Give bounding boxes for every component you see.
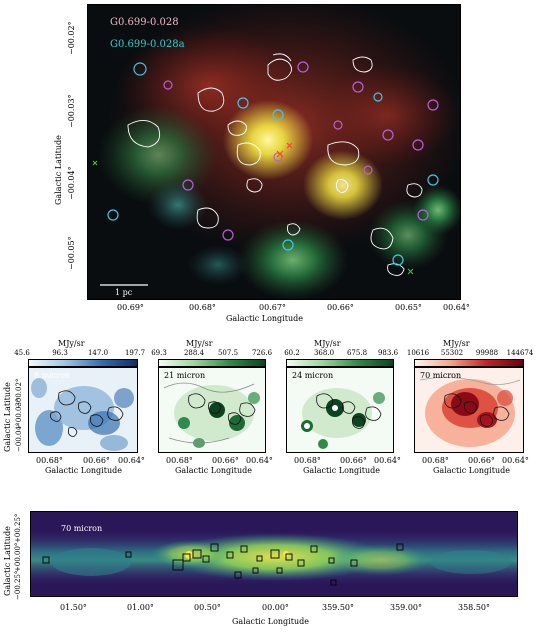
colorbar-70-micron	[414, 359, 524, 367]
scale-bar-label: 1 pc	[115, 288, 133, 297]
top-xtick-4: 00.66°	[327, 303, 354, 312]
panel-21-micron: 21 micron	[158, 367, 266, 453]
top-xtick-6: 00.64°	[443, 303, 470, 312]
colorbar-21-micron	[158, 359, 266, 367]
mid-ylabel: Galactic Latitude	[3, 382, 12, 452]
mid-unit-1: MJy/sr	[58, 339, 85, 348]
cbar-tick: 99988	[475, 349, 499, 357]
top-ytick-1: −00.02°	[67, 21, 76, 55]
bot-xlabel: Galactic Longitude	[232, 617, 309, 626]
mid3-xlabel: Galactic Longitude	[303, 466, 380, 475]
cbar-tick: 55302	[440, 349, 464, 357]
top-xtick-5: 00.65°	[395, 303, 422, 312]
bottom-image-canvas	[31, 530, 517, 586]
bot-xtick-4: 00.00°	[262, 603, 289, 612]
mid2-xlabel: Galactic Longitude	[175, 466, 252, 475]
mid4-xtick-2: 00.66°	[468, 456, 495, 465]
legend-source-1: G0.699-0.028	[110, 17, 179, 28]
panel-21-micron-map	[163, 382, 260, 448]
mid-unit-3: MJy/sr	[314, 339, 341, 348]
panel-24-micron: 24 micron	[286, 367, 394, 453]
cbar-tick: 983.6	[377, 349, 399, 357]
cbar-tick: 675.8	[346, 349, 368, 357]
panel-8-micron: 8 micron	[28, 367, 138, 453]
cbar-tick: 147.0	[87, 349, 109, 357]
mid4-xlabel: Galactic Longitude	[433, 466, 510, 475]
legend-source-2: G0.699-0.028a	[110, 39, 185, 50]
cbar-tick: 726.6	[251, 349, 273, 357]
cbar-tick: 288.4	[183, 349, 205, 357]
panel-70-micron-map	[419, 377, 521, 447]
cbar-tick: 144674	[506, 349, 534, 357]
panel-24-micron-label: 24 micron	[292, 371, 334, 380]
bot-xtick-5: 359.50°	[322, 603, 354, 612]
cbar-tick: 507.5	[217, 349, 239, 357]
top-xlabel: Galactic Longitude	[226, 314, 303, 323]
bot-ytick-2: +00.00°	[14, 542, 22, 572]
top-rgb-image: G0.699-0.028 G0.699-0.028a 1 pc	[87, 4, 461, 300]
cbar-tick: 45.6	[14, 349, 30, 357]
mid1-xtick-1: 00.68°	[36, 456, 63, 465]
mid2-xtick-1: 00.68°	[166, 456, 193, 465]
colorbar-8-micron	[28, 359, 138, 367]
mid3-xtick-3: 00.64°	[374, 456, 401, 465]
mid2-xtick-2: 00.66°	[212, 456, 239, 465]
bottom-panel-label: 70 micron	[61, 524, 103, 533]
mid-ytick-3: −00.04°	[15, 422, 23, 452]
panel-8-micron-map	[31, 378, 134, 451]
mid2-xtick-3: 00.64°	[246, 456, 273, 465]
panel-70-micron-label: 70 micron	[420, 371, 462, 380]
top-ytick-3: −00.04°	[67, 166, 76, 200]
mid3-xtick-2: 00.66°	[340, 456, 367, 465]
colorbar-24-micron	[286, 359, 394, 367]
mid4-xtick-1: 00.68°	[422, 456, 449, 465]
bot-xtick-6: 359.00°	[390, 603, 422, 612]
bot-xtick-7: 358.50°	[458, 603, 490, 612]
cbar-tick: 368.0	[313, 349, 335, 357]
top-ytick-4: −00.05°	[67, 236, 76, 270]
top-xtick-2: 00.68°	[189, 303, 216, 312]
top-xtick-3: 00.67°	[259, 303, 286, 312]
top-image-canvas	[92, 5, 460, 299]
mid1-xtick-3: 00.64°	[118, 456, 145, 465]
panel-8-micron-label: 8 micron	[34, 371, 71, 380]
cbar-tick: 197.7	[124, 349, 146, 357]
top-ylabel: Galactic Latitude	[54, 135, 63, 205]
mid-unit-4: MJy/sr	[443, 339, 470, 348]
panel-24-micron-map	[301, 388, 385, 449]
top-xtick-1: 00.69°	[117, 303, 144, 312]
cbar-tick: 60.2	[284, 349, 300, 357]
panel-70-micron: 70 micron	[414, 367, 524, 453]
bot-xtick-3: 00.50°	[194, 603, 221, 612]
bot-xtick-1: 01.50°	[60, 603, 87, 612]
panel-21-micron-label: 21 micron	[164, 371, 206, 380]
mid1-xlabel: Galactic Longitude	[45, 466, 122, 475]
mid-unit-2: MJy/sr	[186, 339, 213, 348]
bottom-galactic-center-image: 70 micron	[30, 511, 518, 597]
mid3-xtick-1: 00.68°	[294, 456, 321, 465]
bot-xtick-2: 01.00°	[127, 603, 154, 612]
bot-ytick-1: +00.25°	[14, 513, 22, 543]
bot-ylabel: Galactic Latitude	[3, 526, 12, 596]
cbar-tick: 10616	[406, 349, 430, 357]
mid1-xtick-2: 00.66°	[83, 456, 110, 465]
bot-ytick-3: −00.25°	[14, 570, 22, 600]
cbar-tick: 96.3	[52, 349, 68, 357]
mid4-xtick-3: 00.64°	[502, 456, 529, 465]
cbar-tick: 69.3	[151, 349, 167, 357]
top-ytick-2: −00.03°	[67, 94, 76, 128]
